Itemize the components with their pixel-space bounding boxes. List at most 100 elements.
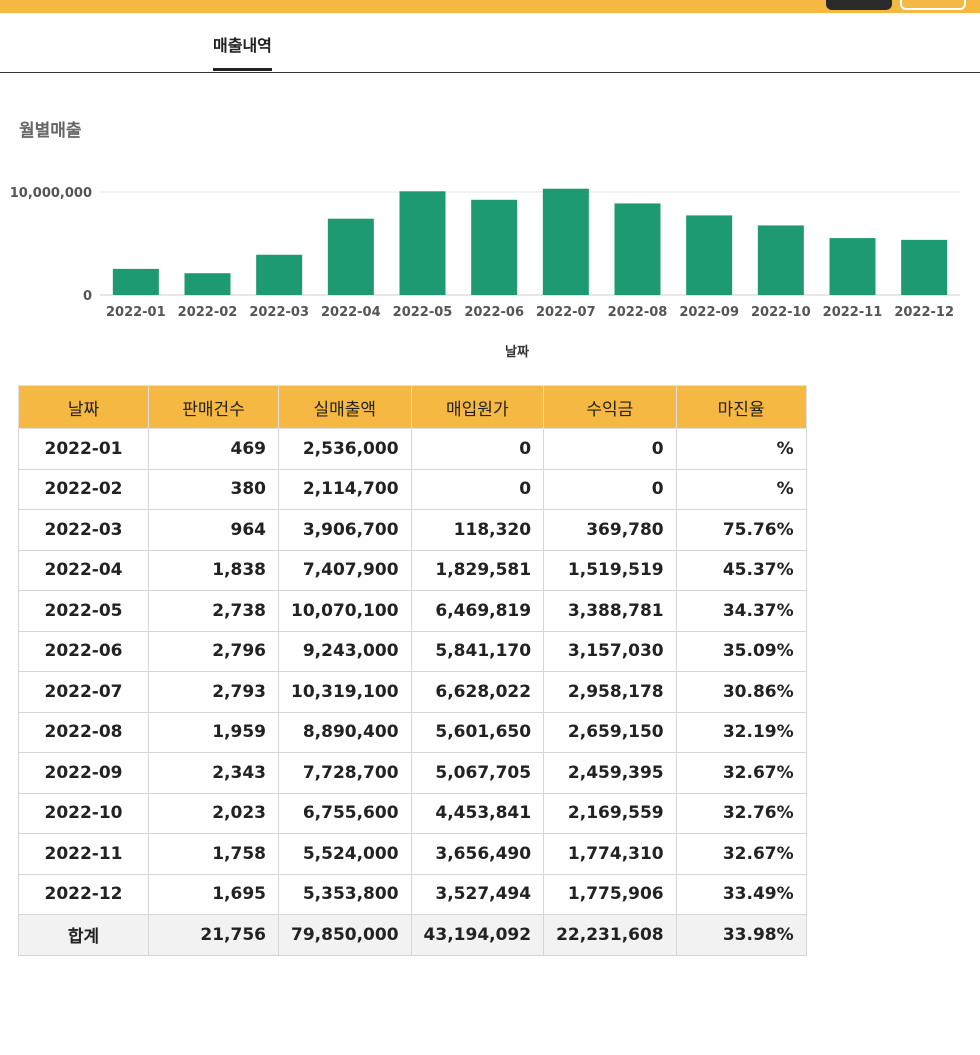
bar-2022-02[interactable] (184, 273, 231, 295)
cell-sales-count: 380 (148, 468, 279, 510)
x-tick-label: 2022-02 (178, 305, 238, 320)
cell-profit: 3,157,030 (543, 630, 677, 672)
bar-2022-04[interactable] (327, 218, 374, 295)
cell-margin-rate: 32.76% (675, 792, 807, 834)
header-date[interactable]: 날짜 (18, 385, 149, 429)
x-tick-label: 2022-08 (608, 305, 668, 320)
bar-2022-07[interactable] (542, 188, 589, 295)
cell-purchase-cost: 1,829,581 (410, 549, 545, 591)
cell-net-sales: 6,755,600 (278, 792, 412, 834)
header-profit[interactable]: 수익금 (543, 385, 677, 429)
cell-margin-rate: 75.76% (675, 509, 807, 551)
cell-margin-rate: 45.37% (675, 549, 807, 591)
cell-date: 2022-03 (18, 509, 149, 551)
cell-sales-count: 2,796 (148, 630, 279, 672)
cell-profit: 1,519,519 (543, 549, 677, 591)
cell-profit: 2,659,150 (543, 711, 677, 753)
table-row: 2022-10 2,023 6,755,600 4,453,841 2,169,559 3… (18, 792, 807, 834)
table-row: 2022-03 964 3,906,700 118,320 369,780 75.76% (18, 509, 807, 551)
cell-profit: 1,775,906 (543, 873, 677, 915)
table-row: 2022-08 1,959 8,890,400 5,601,650 2,659,150 3… (18, 711, 807, 753)
cell-profit: 369,780 (543, 509, 677, 551)
cell-profit: 0 (543, 468, 677, 510)
bar-2022-09[interactable] (686, 215, 733, 295)
cell-purchase-cost: 6,628,022 (410, 671, 545, 713)
cell-net-sales: 79,850,000 (278, 914, 412, 956)
table-row: 2022-02 380 2,114,700 0 0% (18, 468, 807, 510)
cell-margin-rate: 30.86% (675, 671, 807, 713)
sales-table: 날짜 판매건수 실매출액 매입원가 수익금 마진율 2022-01 469 2,53… (18, 385, 807, 956)
x-tick-label: 2022-10 (751, 305, 811, 320)
x-tick-label: 2022-11 (823, 305, 883, 320)
cell-net-sales: 10,319,100 (278, 671, 412, 713)
cell-profit: 2,958,178 (543, 671, 677, 713)
cell-date: 2022-09 (18, 752, 149, 794)
cell-net-sales: 7,728,700 (278, 752, 412, 794)
tab-bar: 매출내역 (0, 13, 980, 73)
cell-net-sales: 3,906,700 (278, 509, 412, 551)
header-net-sales[interactable]: 실매출액 (278, 385, 412, 429)
table-row: 2022-11 1,758 5,524,000 3,656,490 1,774,310 3… (18, 833, 807, 875)
cell-profit: 1,774,310 (543, 833, 677, 875)
cell-net-sales: 10,070,100 (278, 590, 412, 632)
cell-purchase-cost: 5,067,705 (410, 752, 545, 794)
cell-profit: 2,459,395 (543, 752, 677, 794)
cell-purchase-cost: 5,601,650 (410, 711, 545, 753)
bar-2022-08[interactable] (614, 203, 661, 295)
bar-2022-11[interactable] (829, 238, 876, 295)
bar-2022-12[interactable] (901, 239, 948, 295)
section-title: 월별매출 (19, 121, 82, 141)
bar-2022-06[interactable] (471, 199, 518, 295)
cell-purchase-cost: 5,841,170 (410, 630, 545, 672)
cell-purchase-cost: 118,320 (410, 509, 545, 551)
monthly-sales-chart: 0 10,000,000 2022-01 2022-02 2022-03 2022-04… (10, 186, 960, 320)
x-tick-label: 2022-07 (536, 305, 596, 320)
x-tick-label: 2022-05 (393, 305, 453, 320)
cell-margin-rate: 35.09% (675, 630, 807, 672)
cell-sales-count: 21,756 (148, 914, 279, 956)
cell-sales-count: 964 (148, 509, 279, 551)
cell-purchase-cost: 0 (410, 428, 545, 470)
cell-profit: 0 (543, 428, 677, 470)
cell-date: 2022-06 (18, 630, 149, 672)
table-header-row: 날짜 판매건수 실매출액 매입원가 수익금 마진율 (18, 385, 807, 429)
cell-sales-count: 2,023 (148, 792, 279, 834)
header-sales-count[interactable]: 판매건수 (148, 385, 279, 429)
cell-date: 2022-02 (18, 468, 149, 510)
cell-net-sales: 2,536,000 (278, 428, 412, 470)
bar-2022-01[interactable] (112, 268, 159, 295)
table-row: 2022-05 2,738 10,070,100 6,469,819 3,388,781… (18, 590, 807, 632)
x-tick-label: 2022-12 (894, 305, 954, 320)
x-tick-label: 2022-03 (249, 305, 309, 320)
cell-purchase-cost: 0 (410, 468, 545, 510)
cell-date: 2022-04 (18, 549, 149, 591)
cell-sales-count: 2,793 (148, 671, 279, 713)
header-margin-rate[interactable]: 마진율 (675, 385, 807, 429)
cell-profit: 3,388,781 (543, 590, 677, 632)
bar-2022-10[interactable] (757, 225, 804, 295)
top-bar-button-dark[interactable] (826, 0, 892, 10)
bar-2022-03[interactable] (256, 254, 303, 295)
cell-date: 합계 (18, 914, 149, 956)
header-purchase-cost[interactable]: 매입원가 (410, 385, 545, 429)
cell-purchase-cost: 4,453,841 (410, 792, 545, 834)
top-bar-button-light[interactable] (900, 0, 966, 10)
x-tick-label: 2022-01 (106, 305, 166, 320)
table-row: 2022-01 469 2,536,000 0 0% (18, 428, 807, 470)
cell-margin-rate: 34.37% (675, 590, 807, 632)
table-row: 2022-09 2,343 7,728,700 5,067,705 2,459,395 3… (18, 752, 807, 794)
x-tick-label: 2022-09 (679, 305, 739, 320)
y-tick-label: 0 (83, 289, 92, 304)
cell-net-sales: 5,353,800 (278, 873, 412, 915)
tab-sales-history[interactable]: 매출내역 (213, 32, 272, 71)
top-bar (0, 0, 980, 13)
cell-sales-count: 1,758 (148, 833, 279, 875)
cell-date: 2022-10 (18, 792, 149, 834)
cell-sales-count: 469 (148, 428, 279, 470)
table-row: 2022-07 2,793 10,319,100 6,628,022 2,958,178… (18, 671, 807, 713)
cell-date: 2022-12 (18, 873, 149, 915)
table-row: 2022-12 1,695 5,353,800 3,527,494 1,775,906 3… (18, 873, 807, 915)
y-tick-label: 10,000,000 (10, 186, 92, 201)
bar-2022-05[interactable] (399, 191, 446, 295)
cell-net-sales: 5,524,000 (278, 833, 412, 875)
